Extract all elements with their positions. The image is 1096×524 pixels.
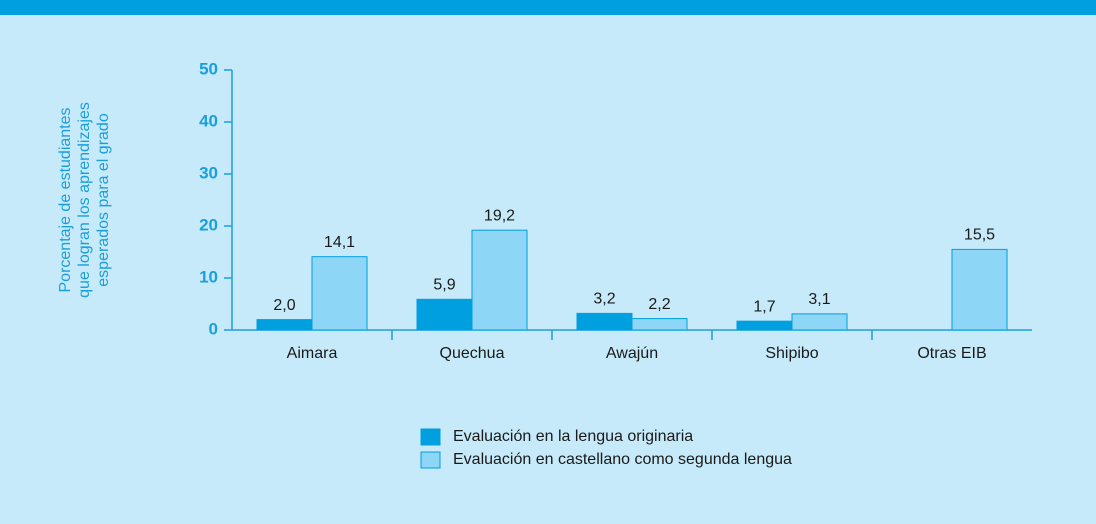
data-label: 2,0 [273,297,295,314]
y-tick-label: 50 [199,59,218,78]
data-label: 2,2 [648,296,670,313]
data-label: 3,2 [593,291,615,308]
data-label: 14,1 [324,234,355,251]
y-tick-label: 10 [199,267,218,286]
x-tick-label: Quechua [440,345,505,362]
bar [951,248,1008,331]
bar [631,318,688,331]
legend-label: Evaluación en la lengua originaria [453,428,693,445]
bar [311,256,368,331]
data-label: 1,7 [753,298,775,315]
data-label: 15,5 [964,227,995,244]
y-tick-label: 40 [199,111,218,130]
y-tick-label: 30 [199,163,218,182]
bar [791,313,848,331]
legend-swatch [420,428,441,446]
y-axis-label: Porcentaje de estudiantes que logran los … [57,102,112,298]
y-axis-label-line: esperados para el grado [95,113,112,287]
x-tick-label: Otras EIB [917,345,986,362]
data-label: 19,2 [484,207,515,224]
y-tick-label: 20 [199,215,218,234]
y-axis-label-line: Porcentaje de estudiantes [57,107,74,292]
bar [736,320,793,331]
top-band [0,0,1096,15]
data-label: 3,1 [808,291,830,308]
bar [576,312,633,331]
y-axis-label-line: que logran los aprendizajes [76,102,93,298]
x-tick-label: Awajún [606,345,658,362]
data-label: 5,9 [433,277,455,294]
bar [256,319,313,331]
legend-swatch [420,451,441,469]
bar [471,229,528,331]
x-tick-label: Aimara [287,345,338,362]
bar [416,298,473,331]
y-tick-label: 0 [209,319,218,338]
x-tick-label: Shipibo [765,345,818,362]
legend-label: Evaluación en castellano como segunda le… [453,451,792,468]
